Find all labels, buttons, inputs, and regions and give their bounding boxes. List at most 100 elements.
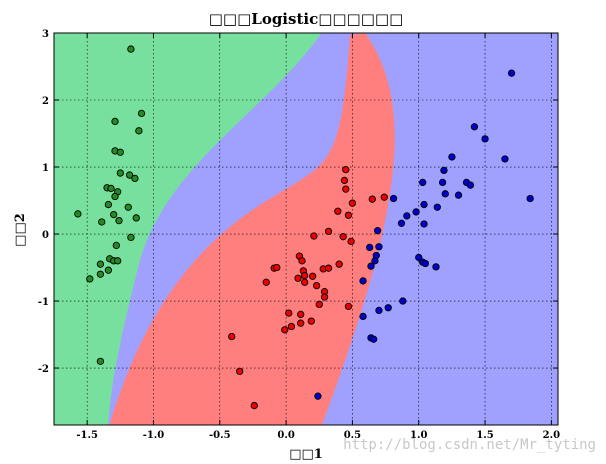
data-point-class-2 (367, 262, 375, 270)
y-tick-label: 0 (42, 230, 49, 241)
data-point-class-1 (340, 176, 349, 185)
data-point-class-2 (420, 200, 428, 209)
data-point-class-0 (107, 184, 115, 193)
data-point-class-2 (421, 259, 430, 268)
data-point-class-0 (104, 266, 113, 274)
data-point-class-2 (369, 335, 378, 343)
data-point-class-1 (334, 207, 342, 215)
data-point-class-2 (366, 243, 374, 252)
data-point-class-0 (111, 117, 119, 126)
data-point-class-0 (131, 174, 139, 183)
data-point-class-0 (124, 203, 132, 211)
data-point-class-1 (310, 232, 318, 240)
data-point-class-2 (507, 69, 516, 77)
data-point-class-0 (96, 260, 105, 268)
data-point-class-2 (441, 190, 449, 198)
data-point-class-1 (281, 326, 289, 334)
decision-regions (54, 33, 558, 425)
data-point-class-0 (127, 233, 135, 242)
x-tick-label: 1.5 (476, 430, 493, 441)
data-point-class-2 (415, 253, 423, 262)
data-point-class-1 (324, 227, 333, 235)
data-point-class-0 (86, 275, 94, 283)
y-axis-label: □□2 (13, 213, 28, 247)
data-point-class-0 (114, 257, 122, 265)
data-point-class-0 (112, 241, 120, 250)
data-point-class-1 (308, 272, 317, 280)
data-point-class-1 (273, 263, 281, 272)
data-point-class-2 (359, 312, 367, 321)
data-point-class-1 (348, 199, 357, 207)
decision-region-class-0 (54, 33, 322, 425)
x-axis-label: □□1 (289, 447, 323, 462)
x-tick-label: -1.5 (76, 430, 98, 441)
x-tick-label: -1.0 (143, 430, 165, 441)
data-point-class-0 (135, 127, 143, 135)
x-axis-ticks: -1.5 -1.0 -0.5 0.0 0.5 1.0 1.5 2.0 (76, 33, 560, 441)
data-point-class-1 (347, 237, 355, 246)
data-point-class-2 (412, 208, 420, 216)
data-point-class-0 (110, 210, 118, 219)
data-point-class-1 (315, 300, 323, 309)
data-point-class-0 (132, 214, 140, 222)
data-point-class-0 (115, 216, 123, 225)
x-tick-label: 2.0 (543, 430, 560, 441)
data-point-class-2 (440, 166, 448, 175)
y-tick-label: 3 (42, 29, 49, 40)
data-point-class-1 (380, 193, 388, 201)
y-tick-label: -2 (38, 364, 49, 375)
plot-frame (53, 32, 559, 426)
data-point-class-2 (448, 153, 456, 161)
data-point-class-1 (368, 195, 376, 203)
data-point-class-0 (111, 192, 119, 201)
data-point-class-1 (344, 211, 353, 219)
data-point-class-2 (399, 297, 407, 305)
y-tick-label: -1 (38, 297, 49, 308)
data-point-class-0 (96, 270, 105, 278)
data-point-class-0 (74, 210, 82, 218)
data-point-class-2 (466, 181, 475, 189)
data-point-class-1 (344, 302, 353, 311)
data-point-class-2 (403, 212, 411, 220)
data-point-class-1 (297, 310, 305, 319)
data-point-class-0 (127, 45, 135, 53)
data-point-class-2 (389, 194, 398, 203)
data-point-class-0 (125, 171, 134, 179)
data-point-class-1 (298, 257, 306, 265)
data-point-class-2 (375, 306, 383, 315)
data-point-class-1 (324, 264, 333, 272)
data-point-class-2 (432, 263, 440, 271)
grid-lines (54, 32, 558, 425)
x-tick-label: 1.0 (410, 430, 427, 441)
data-point-class-1 (287, 322, 296, 331)
data-point-class-2 (314, 392, 322, 400)
data-point-class-1 (335, 260, 343, 268)
data-point-class-2 (384, 304, 392, 312)
y-tick-label: 1 (42, 163, 49, 174)
data-point-class-2 (371, 257, 379, 265)
data-points (74, 45, 534, 410)
data-point-class-1 (339, 233, 347, 241)
data-point-class-0 (104, 200, 113, 209)
y-tick-label: 2 (42, 96, 49, 107)
data-point-class-2 (397, 219, 406, 227)
data-point-class-2 (419, 178, 427, 187)
data-point-class-2 (359, 277, 367, 285)
x-tick-label: -0.5 (209, 430, 231, 441)
data-point-class-1 (285, 309, 293, 317)
data-point-class-2 (501, 155, 509, 163)
data-point-class-0 (98, 218, 106, 226)
data-point-class-1 (301, 271, 309, 280)
data-point-class-1 (320, 293, 329, 301)
data-point-class-1 (250, 401, 258, 410)
x-tick-label: 0.5 (344, 430, 361, 441)
data-point-class-2 (375, 243, 383, 251)
data-point-class-2 (420, 220, 428, 228)
data-point-class-0 (116, 148, 124, 156)
data-point-class-1 (342, 185, 350, 193)
data-point-class-0 (96, 357, 105, 365)
data-point-class-0 (137, 109, 146, 118)
data-point-class-2 (470, 123, 479, 131)
